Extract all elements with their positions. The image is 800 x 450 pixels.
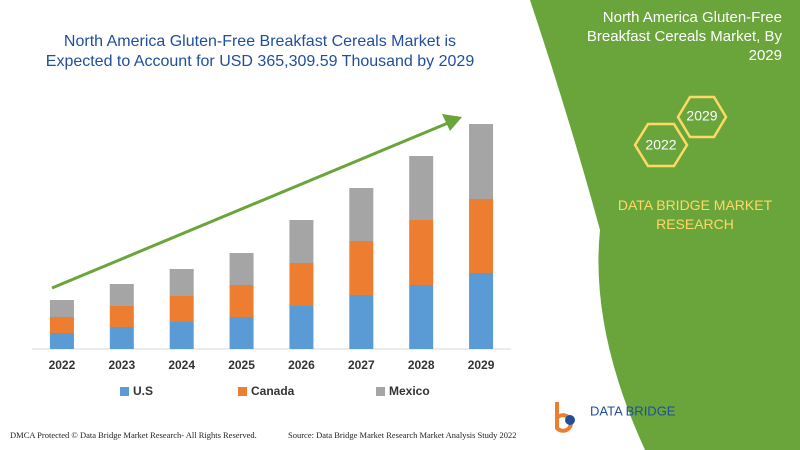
bar-segment bbox=[109, 327, 134, 349]
legend-label: U.S bbox=[133, 384, 153, 398]
x-tick-label: 2026 bbox=[288, 358, 315, 372]
bar-segment bbox=[49, 300, 74, 317]
bar-segment bbox=[289, 220, 314, 263]
bar-segment bbox=[169, 269, 194, 296]
bar-segment bbox=[289, 306, 314, 349]
legend-swatch bbox=[238, 387, 247, 396]
chart-title: North America Gluten-Free Breakfast Cere… bbox=[45, 33, 475, 70]
bar-segment bbox=[229, 253, 254, 285]
hexagons bbox=[633, 95, 728, 168]
arrow-head bbox=[442, 114, 462, 131]
x-tick-label: 2024 bbox=[168, 358, 195, 372]
panel-brand: DATA BRIDGE MARKET RESEARCH bbox=[617, 197, 773, 232]
bar-segment bbox=[469, 199, 494, 273]
panel-title: North America Gluten-Free Breakfast Cere… bbox=[586, 9, 782, 64]
footer-left: DMCA Protected © Data Bridge Market Rese… bbox=[10, 430, 257, 440]
legend-label: Canada bbox=[251, 384, 295, 398]
trend-arrow bbox=[51, 121, 449, 290]
x-tick-label: 2029 bbox=[468, 358, 495, 372]
bar-segment bbox=[169, 322, 194, 349]
bar-segment bbox=[229, 317, 254, 349]
bar-segment bbox=[349, 295, 374, 349]
bar-segment bbox=[349, 188, 374, 241]
x-tick-label: 2027 bbox=[348, 358, 375, 372]
bar-segment bbox=[109, 284, 134, 306]
side-panel bbox=[530, 0, 800, 450]
footer-right: Source: Data Bridge Market Research Mark… bbox=[288, 430, 517, 440]
x-tick-label: 2028 bbox=[408, 358, 435, 372]
hex-label: 2022 bbox=[645, 137, 676, 153]
legend-label: Mexico bbox=[389, 384, 430, 398]
bar-segment bbox=[409, 285, 434, 349]
x-tick-label: 2022 bbox=[49, 358, 76, 372]
legend-swatch bbox=[376, 387, 385, 396]
bar-segment bbox=[469, 124, 494, 199]
bar-segment bbox=[349, 241, 374, 295]
legend-swatch bbox=[120, 387, 129, 396]
bar-segment bbox=[409, 220, 434, 285]
bar-segment bbox=[229, 285, 254, 317]
bar-segment bbox=[49, 333, 74, 349]
bar-segment bbox=[49, 317, 74, 333]
logo bbox=[555, 402, 575, 433]
bar-segment bbox=[289, 263, 314, 306]
hex-label: 2029 bbox=[686, 108, 717, 124]
logo-text: DATA BRIDGE bbox=[590, 403, 676, 418]
x-tick-label: 2023 bbox=[108, 358, 135, 372]
bar-segment bbox=[169, 296, 194, 322]
bar-segment bbox=[109, 306, 134, 327]
bar-segment bbox=[409, 156, 434, 220]
bar-segment bbox=[469, 273, 494, 349]
x-tick-label: 2025 bbox=[228, 358, 255, 372]
